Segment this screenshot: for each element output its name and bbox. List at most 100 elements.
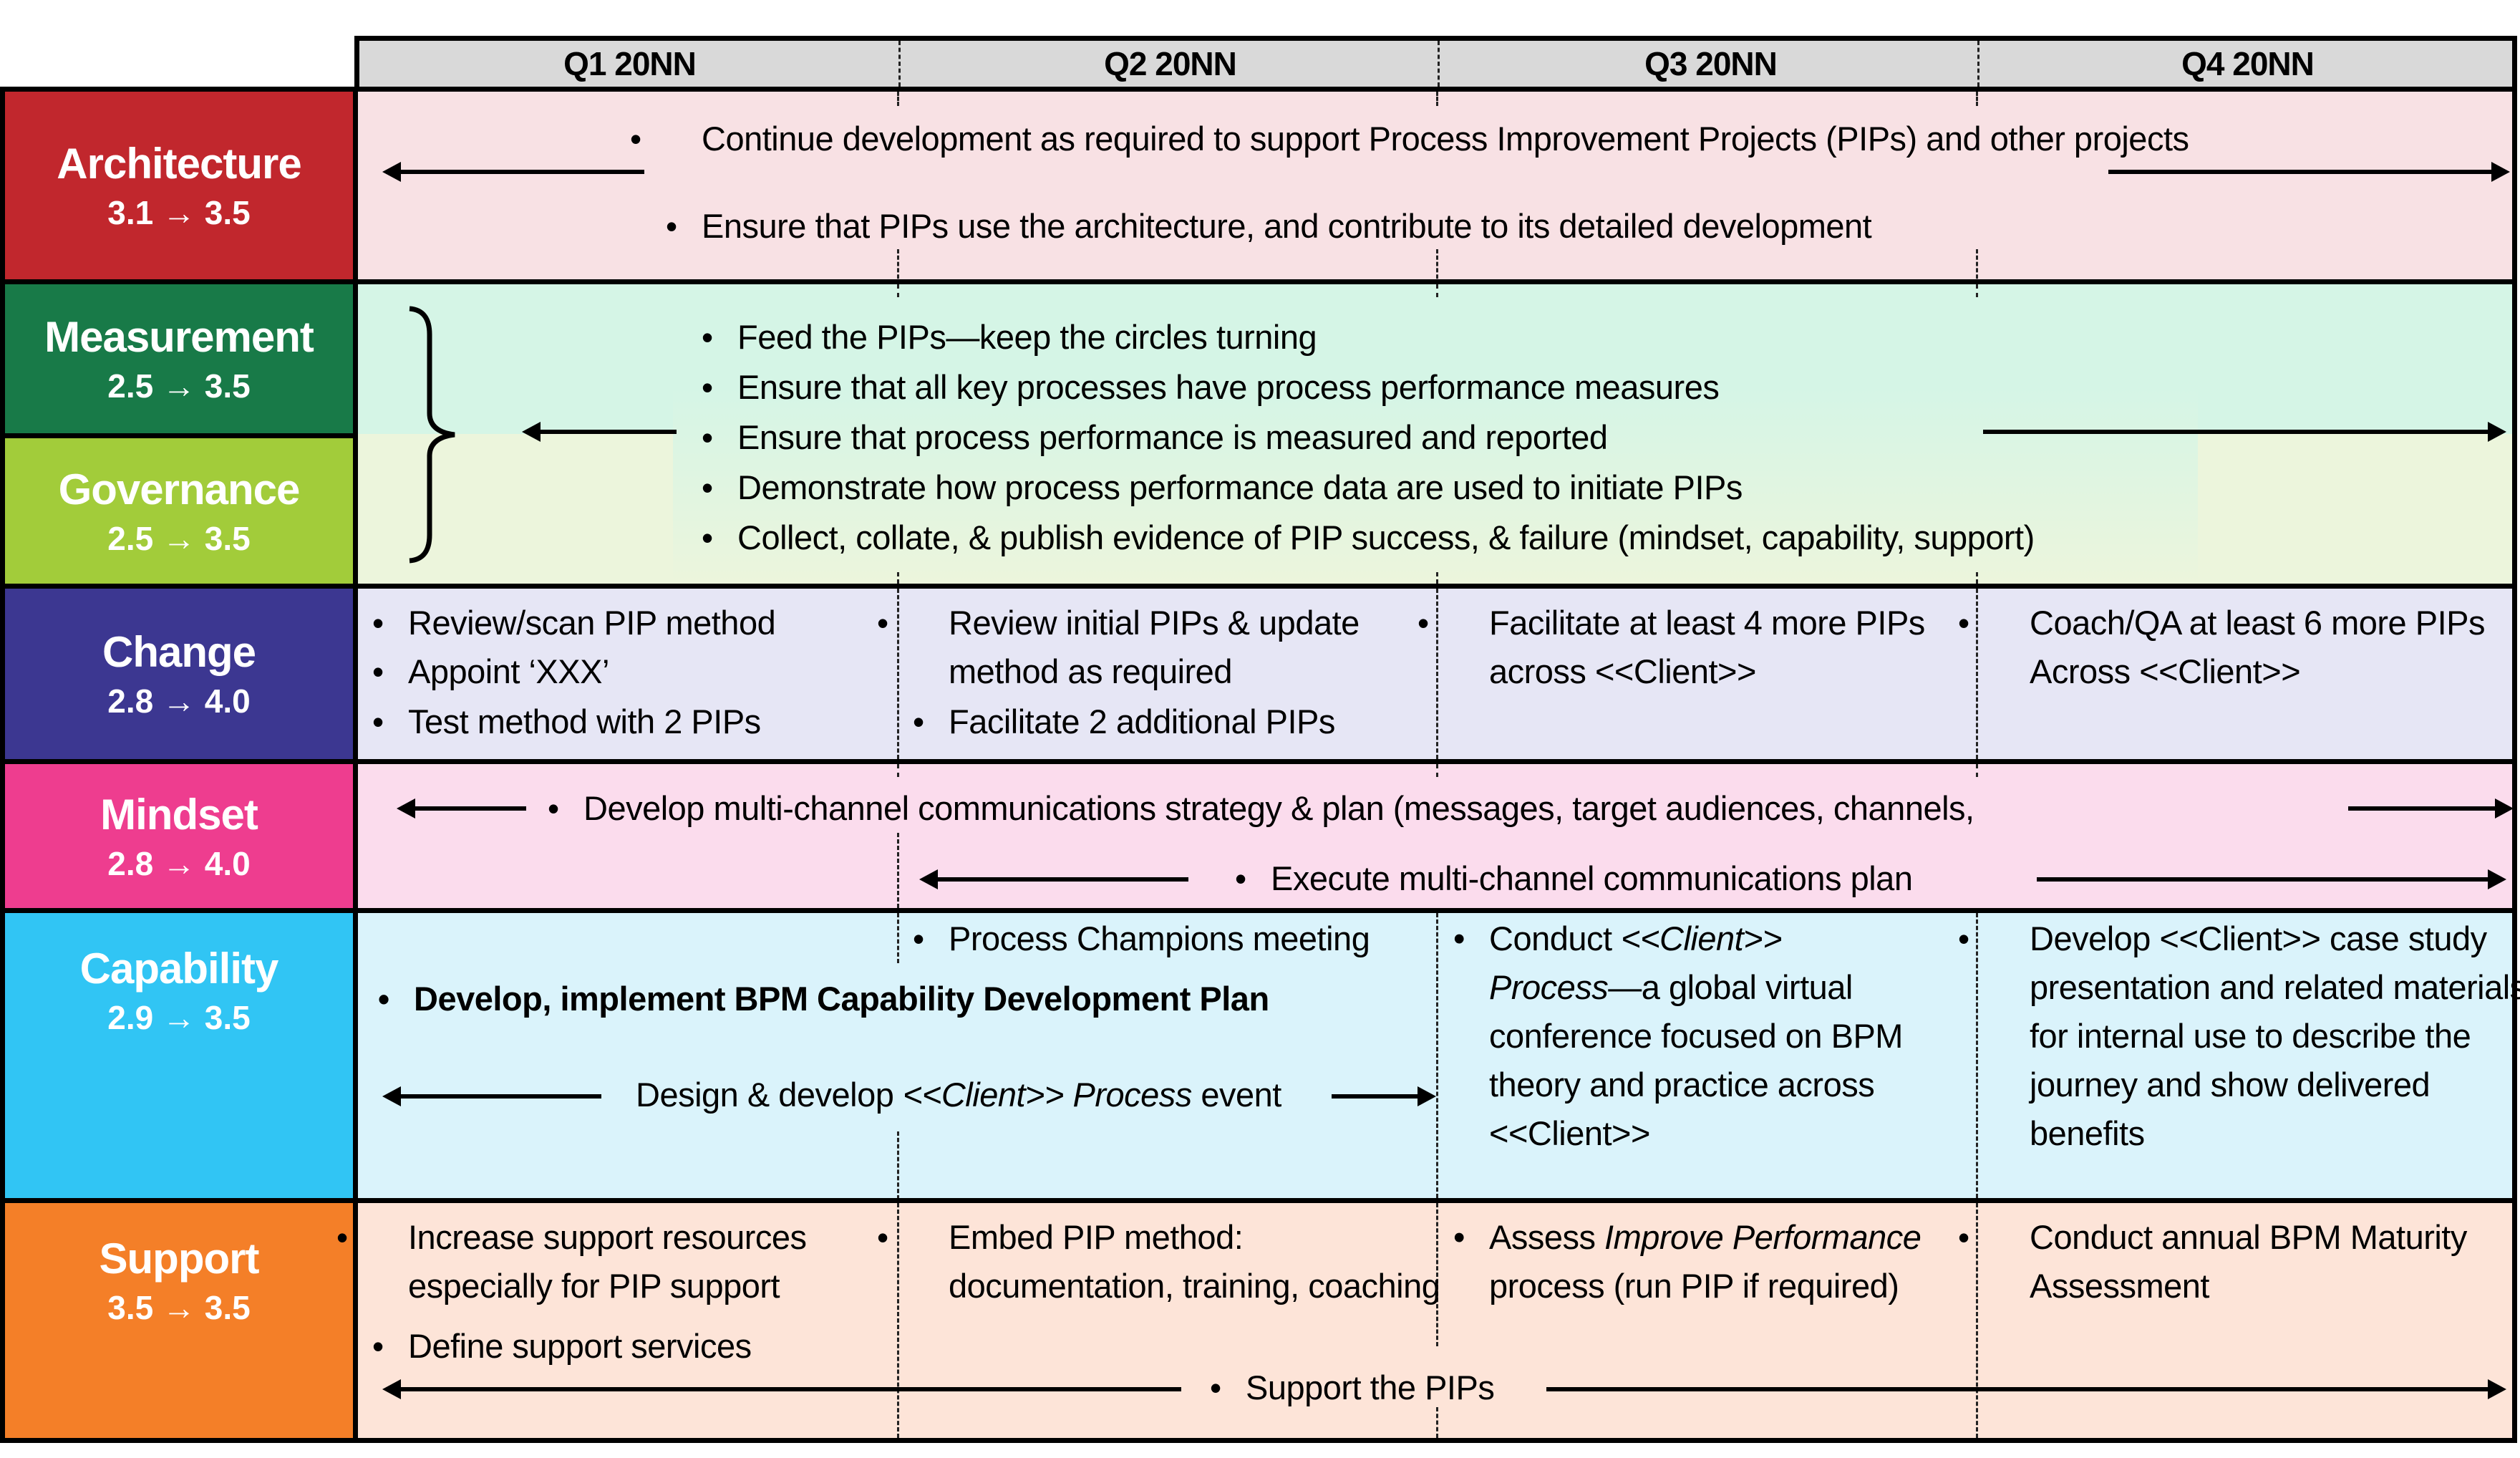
row-body-support: Increase support resources especially fo… [353, 1198, 2517, 1443]
list-item: Appoint ‘XXX’ [372, 647, 609, 696]
row-label-support: Support 3.5 → 3.5 [0, 1198, 358, 1443]
divider [1976, 1203, 1978, 1438]
arrow-left-icon [382, 1379, 1181, 1399]
arrow-right-icon [1983, 422, 2506, 442]
row-label-mindset: Mindset 2.8 → 4.0 [0, 759, 358, 913]
event-text: Design & develop [636, 1076, 903, 1114]
q3-process: Process [1489, 968, 1609, 1006]
arrow-left-icon [382, 162, 644, 182]
list-item: Execute multi-channel communications pla… [1235, 854, 1913, 903]
list-item: Review/scan PIP method [372, 599, 776, 647]
label-name: Governance [58, 465, 301, 513]
label-score: 3.1 → 3.5 [107, 194, 251, 231]
list-item: Feed the PIPs—keep the circles turning [702, 313, 1317, 362]
divider [897, 764, 899, 777]
divider [1436, 249, 1438, 285]
list-item: Ensure that process performance is measu… [702, 413, 1608, 462]
divider [1976, 92, 1978, 106]
list-item: Coach/QA at least 6 more PIPs Across <<C… [1994, 599, 2520, 696]
label-score: 2.5 → 3.5 [107, 519, 251, 557]
divider [1436, 1407, 1438, 1438]
q3-text: Assess [1489, 1218, 1605, 1256]
label-score: 2.8 → 4.0 [107, 682, 251, 720]
row-body-change: Review/scan PIP method Appoint ‘XXX’ Tes… [353, 584, 2517, 764]
arrow-right-icon [2037, 869, 2506, 889]
brace-icon [409, 306, 455, 564]
list-item: Embed PIP method: documentation, trainin… [913, 1213, 1450, 1310]
row-label-capability: Capability 2.9 → 3.5 [0, 908, 358, 1203]
arrow-left-icon [919, 869, 1188, 889]
list-item: Increase support resources especially fo… [372, 1213, 909, 1310]
row-body-measurement-governance: Feed the PIPs—keep the circles turning E… [353, 279, 2517, 589]
list-item: Test method with 2 PIPs [372, 697, 761, 746]
list-item: Review initial PIPs & update method as r… [913, 599, 1464, 696]
divider [897, 1131, 899, 1199]
divider [1976, 589, 1978, 759]
list-item: Demonstrate how process performance data… [702, 463, 1743, 512]
label-score: 2.9 → 3.5 [107, 999, 251, 1036]
event-text: event [1191, 1076, 1281, 1114]
q3-italic: Improve Performance [1604, 1218, 1922, 1256]
quarter-q1: Q1 20NN [563, 45, 697, 82]
label-score: 3.5 → 3.5 [107, 1289, 251, 1326]
quarter-q4: Q4 20NN [2181, 45, 2315, 82]
q3-text: process (run PIP if required) [1489, 1267, 1899, 1305]
divider [1436, 92, 1438, 106]
list-item: Continue development as required to supp… [666, 115, 2277, 163]
arrow-right-icon [2348, 798, 2514, 819]
list-item: Support the PIPs [1210, 1363, 1495, 1412]
label-name: Change [102, 628, 256, 676]
bullet-icon: • [1453, 1218, 1465, 1256]
arrow-right-icon [1546, 1379, 2506, 1399]
divider [1976, 284, 1978, 297]
label-name: Capability [79, 945, 279, 993]
q3-text: —a global virtual conference focused on … [1489, 968, 1903, 1152]
event-process: Process [1063, 1076, 1192, 1114]
row-body-architecture: Continue development as required to supp… [353, 87, 2517, 285]
list-item: Ensure that all key processes have proce… [702, 363, 1720, 412]
arrow-left-icon [522, 422, 677, 442]
divider [1976, 764, 1978, 777]
list-item: Develop, implement BPM Capability Develo… [378, 975, 1269, 1023]
arrow-right-icon [2108, 162, 2510, 182]
divider [1436, 284, 1438, 297]
divider [897, 249, 899, 285]
event-label: Design & develop <<Client>> Process even… [636, 1071, 1281, 1119]
list-item: Develop <<Client>> case study presentati… [1994, 914, 2520, 1158]
row-body-mindset: Develop multi-channel communications str… [353, 759, 2517, 913]
divider [1976, 913, 1978, 1198]
divider [897, 833, 899, 908]
row-label-governance: Governance 2.5 → 3.5 [0, 433, 358, 589]
divider [898, 41, 901, 87]
list-item: • Assess Improve Performance process (run… [1453, 1213, 2005, 1310]
row-body-capability: Process Champions meeting Develop, imple… [353, 908, 2520, 1203]
arrow-right-icon [1332, 1086, 1436, 1106]
quarter-q2: Q2 20NN [1104, 45, 1237, 82]
divider [1438, 41, 1440, 87]
label-score: 2.8 → 4.0 [107, 844, 251, 882]
list-item: Develop multi-channel communications str… [548, 784, 1974, 833]
row-label-architecture: Architecture 3.1 → 3.5 [0, 87, 358, 284]
divider [1976, 572, 1978, 584]
divider [897, 284, 899, 297]
quarter-q3: Q3 20NN [1644, 45, 1778, 82]
q3-client: <<Client>> [1621, 919, 1783, 957]
divider [1976, 249, 1978, 285]
label-name: Architecture [57, 140, 301, 188]
label-score: 2.5 → 3.5 [107, 367, 251, 405]
label-name: Mindset [100, 790, 258, 839]
divider [897, 92, 899, 106]
arrow-left-icon [397, 798, 526, 819]
label-name: Support [99, 1235, 260, 1283]
divider [897, 1203, 899, 1438]
list-item: Collect, collate, & publish evidence of … [702, 513, 2035, 562]
arrow-left-icon [382, 1086, 601, 1106]
list-item: Facilitate at least 4 more PIPs across <… [1453, 599, 1947, 696]
list-item: Define support services [372, 1322, 752, 1371]
divider [897, 589, 899, 759]
bullet-icon: • [1453, 919, 1465, 957]
q3-text: Conduct [1489, 919, 1622, 957]
list-item: • Conduct <<Client>> Process—a global virt… [1453, 914, 1997, 1158]
list-item: Conduct annual BPM Maturity Assessment [1994, 1213, 2473, 1310]
event-client: <<Client>> [902, 1076, 1064, 1114]
